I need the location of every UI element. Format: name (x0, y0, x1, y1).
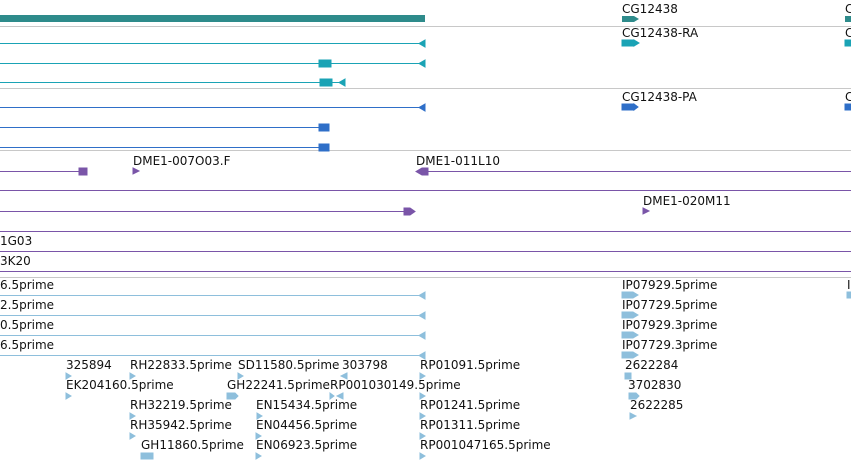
est-cluster-label: RP01091.5prime (420, 358, 521, 372)
clone-marker-c[interactable] (642, 207, 651, 215)
transcript-label-cut: C (845, 26, 851, 40)
est-label-right: IP07729.3prime (622, 338, 718, 352)
gene-feature-right[interactable] (622, 16, 851, 22)
est-cluster-label: GH11860.5prime (141, 438, 244, 452)
est-cluster-label: 2622285 (630, 398, 684, 412)
est-cluster-label: GH22241.5prime (227, 378, 330, 392)
est-label-right: IP07929.5prime (622, 278, 718, 292)
est-cluster-label: RH22833.5prime (130, 358, 232, 372)
clone-label-c: DME1-020M11 (643, 194, 731, 208)
est-line-1[interactable] (0, 291, 426, 300)
protein-label: CG12438-PA (622, 90, 697, 104)
est-right-features[interactable] (621, 291, 851, 359)
clone-label-d: 1G03 (0, 234, 33, 248)
gene-label: CG12438 (622, 2, 678, 16)
est-cluster-label: RP01311.5prime (420, 418, 521, 432)
transcript-1[interactable] (0, 39, 426, 48)
est-cluster-label: RH32219.5prime (130, 398, 232, 412)
est-cluster-glyphs[interactable] (65, 372, 640, 460)
clone-3[interactable] (0, 207, 416, 216)
est-cluster-label: EN04456.5prime (256, 418, 358, 432)
protein-3[interactable] (0, 143, 330, 152)
gene-label-cut: C (845, 2, 851, 16)
est-cluster-label: EN06923.5prime (256, 438, 358, 452)
est-cluster-label: EN15434.5prime (256, 398, 358, 412)
est-label-right: IP07729.5prime (622, 298, 718, 312)
est-label-left: 0.5prime (0, 318, 55, 332)
est-line-3[interactable] (0, 331, 426, 340)
protein-label-cut: C (845, 90, 851, 104)
est-cluster-label: SD11580.5prime (238, 358, 340, 372)
est-label-right: IP07929.3prime (622, 318, 718, 332)
gene-feature[interactable] (0, 15, 425, 22)
est-line-2[interactable] (0, 311, 426, 320)
transcript-label: CG12438-RA (622, 26, 699, 40)
est-cluster-label: 2622284 (625, 358, 679, 372)
est-cluster-label: RP001047165.5prime (420, 438, 551, 452)
clone-2[interactable] (415, 167, 851, 176)
est-label-left: 6.5prime (0, 278, 55, 292)
est-cluster-label: RP001030149.5prime (330, 378, 461, 392)
est-cluster-label: 325894 (66, 358, 112, 372)
clone-label-b: DME1-011L10 (416, 154, 500, 168)
est-label-left: 2.5prime (0, 298, 55, 312)
est-cluster-label: EK204160.5prime (66, 378, 174, 392)
est-line-4[interactable] (0, 351, 426, 360)
clone-marker-a[interactable] (132, 167, 141, 175)
est-cluster-label: RP01241.5prime (420, 398, 521, 412)
transcript-3[interactable] (0, 78, 346, 87)
protein-right[interactable] (621, 103, 851, 111)
clone-label-a: DME1-007O03.F (133, 154, 231, 168)
est-cluster-label: RH35942.5prime (130, 418, 232, 432)
clone-1[interactable] (0, 167, 88, 176)
transcript-2[interactable] (0, 59, 426, 68)
est-label-left: 6.5prime (0, 338, 55, 352)
clone-label-e: 3K20 (0, 254, 31, 268)
est-label-right-cut: I (847, 278, 851, 292)
est-cluster-label: 303798 (342, 358, 388, 372)
protein-1[interactable] (0, 103, 426, 112)
transcript-right[interactable] (621, 39, 851, 47)
protein-2[interactable] (0, 123, 330, 132)
est-cluster-label: 3702830 (628, 378, 682, 392)
